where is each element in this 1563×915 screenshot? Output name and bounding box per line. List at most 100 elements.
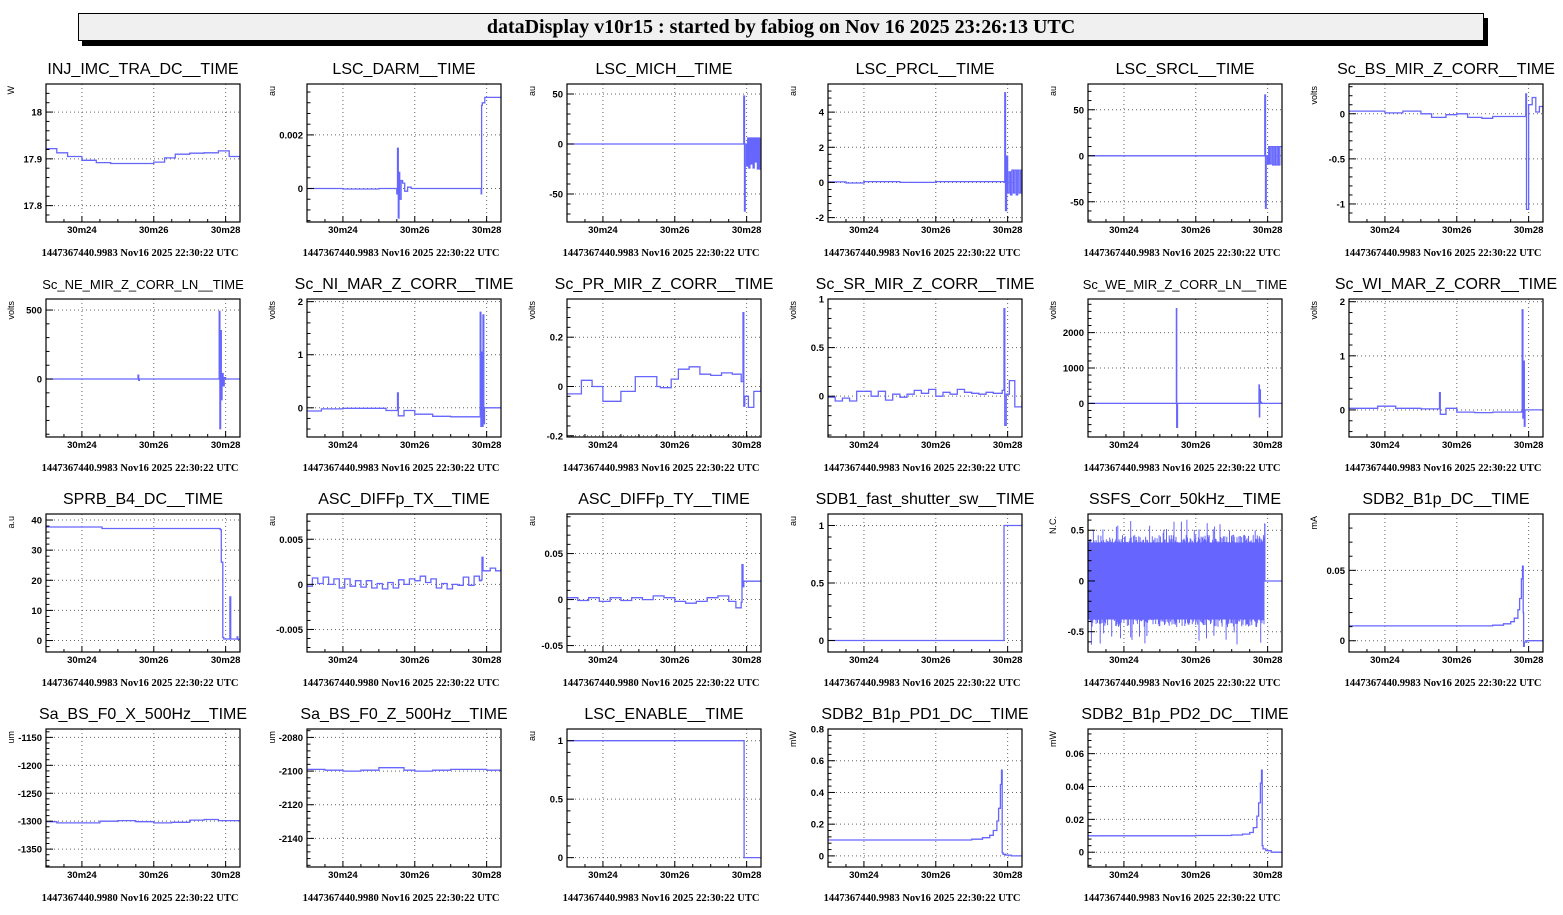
data-trace[interactable]	[828, 308, 1022, 426]
data-trace[interactable]	[1088, 307, 1282, 429]
x-tick-label: 30m24	[849, 870, 879, 881]
chart-title: Sc_WE_MIR_Z_CORR_LN__TIME	[1083, 277, 1288, 292]
x-tick-label: 30m24	[67, 870, 97, 881]
y-tick-label: 0	[819, 851, 824, 862]
plot-frame	[827, 728, 1023, 868]
y-tick-label: 0.02	[1066, 815, 1085, 826]
y-tick-label: 17.9	[24, 154, 43, 165]
data-trace[interactable]	[307, 311, 501, 428]
x-tick-label: 30m28	[1253, 655, 1283, 666]
y-tick-label: 0.4	[811, 788, 825, 799]
data-trace[interactable]	[567, 740, 761, 859]
x-tick-label: 30m26	[139, 870, 169, 881]
chart-panel[interactable]: INJ_IMC_TRA_DC__TIME W 30m24 30m26 30m28 17.8…	[6, 61, 241, 259]
plot-frame	[566, 728, 762, 868]
y-tick-label: 1	[298, 350, 304, 361]
data-trace[interactable]	[828, 769, 1022, 857]
data-trace[interactable]	[46, 818, 240, 824]
x-tick-label: 30m26	[1181, 440, 1211, 451]
x-tick-label: 30m24	[328, 655, 358, 666]
data-trace[interactable]	[46, 147, 240, 165]
data-trace[interactable]	[1349, 309, 1543, 427]
y-axis-label: volts	[6, 301, 16, 320]
y-tick-label: 0	[298, 580, 303, 591]
y-tick-label: -0.5	[1329, 154, 1346, 165]
y-tick-label: 0.5	[550, 795, 564, 806]
y-tick-label: 0	[819, 392, 824, 403]
data-trace[interactable]	[567, 95, 761, 212]
data-trace[interactable]	[1088, 769, 1282, 853]
plot-area	[307, 84, 501, 222]
data-trace[interactable]	[307, 767, 501, 772]
x-tick-label: 30m24	[588, 870, 618, 881]
x-tick-label: 30m26	[400, 870, 430, 881]
data-trace[interactable]	[46, 310, 240, 430]
data-trace[interactable]	[1349, 93, 1543, 211]
chart-title: Sa_BS_F0_Z_500Hz__TIME	[300, 706, 507, 723]
y-tick-label: 0.06	[1066, 749, 1085, 760]
y-tick-label: 2000	[1063, 328, 1084, 339]
chart-panel[interactable]: SDB2_B1p_PD1_DC__TIME mW 30m24 30m26 30m28 0 0…	[788, 706, 1029, 904]
plot-frame	[45, 298, 241, 438]
data-trace[interactable]	[1349, 565, 1543, 648]
x-tick-label: 30m24	[1370, 655, 1400, 666]
x-tick-label: 30m28	[211, 655, 241, 666]
x-tick-label: 30m28	[1514, 440, 1544, 451]
y-axis-label: au	[1048, 86, 1058, 96]
y-tick-label: 20	[31, 576, 42, 587]
x-tick-label: 30m26	[1181, 870, 1211, 881]
y-tick-label: 0.6	[811, 756, 824, 767]
y-tick-label: 0	[37, 375, 42, 386]
y-tick-label: 0	[558, 853, 563, 864]
y-tick-label: -0.005	[276, 625, 304, 636]
x-tick-label: 30m28	[732, 655, 762, 666]
x-tick-label: 30m26	[1181, 225, 1211, 236]
x-tick-label: 30m28	[1514, 655, 1544, 666]
x-tick-label: 30m24	[1370, 225, 1400, 236]
chart-panel[interactable]: SPRB_B4_DC__TIME a.u 30m24 30m26 30m28 0 10 20 3…	[6, 491, 241, 689]
data-trace[interactable]	[828, 524, 1022, 642]
chart-panel[interactable]: SSFS_Corr_50kHz__TIME N.C. 30m24 30m26 30m28…	[1048, 491, 1283, 689]
x-tick-label: 30m28	[732, 225, 762, 236]
data-trace[interactable]	[46, 526, 240, 640]
data-trace[interactable]	[567, 563, 761, 609]
x-tick-label: 30m26	[921, 440, 951, 451]
data-trace[interactable]	[567, 311, 761, 409]
y-tick-label: -1300	[18, 817, 42, 828]
chart-panel[interactable]: SDB2_B1p_DC__TIME mA 30m24 30m26 30m28 0 0.05 1…	[1309, 491, 1544, 689]
data-trace[interactable]	[828, 92, 1022, 212]
data-trace[interactable]	[307, 556, 501, 590]
y-axis-label: volts	[1309, 86, 1319, 105]
y-tick-label: -1250	[18, 789, 42, 800]
x-tick-label: 30m24	[849, 440, 879, 451]
y-tick-label: 18	[31, 108, 42, 119]
data-trace[interactable]	[307, 96, 501, 219]
chart-title: INJ_IMC_TRA_DC__TIME	[47, 61, 238, 78]
data-trace[interactable]	[1088, 94, 1282, 209]
plot-frame	[827, 298, 1023, 438]
chart-title: Sc_PR_MIR_Z_CORR__TIME	[555, 276, 774, 293]
x-tick-label: 30m24	[67, 225, 97, 236]
x-tick-label: 30m26	[1181, 655, 1211, 666]
data-trace[interactable]	[1264, 523, 1282, 582]
y-axis-label: au	[527, 731, 537, 741]
chart-panel[interactable]: SDB2_B1p_PD2_DC__TIME mW 30m24 30m26 30m28 0 0…	[1048, 706, 1289, 904]
timestamp-footer: 1447367440.9983 Nov16 2025 22:30:22 UTC	[303, 248, 500, 259]
